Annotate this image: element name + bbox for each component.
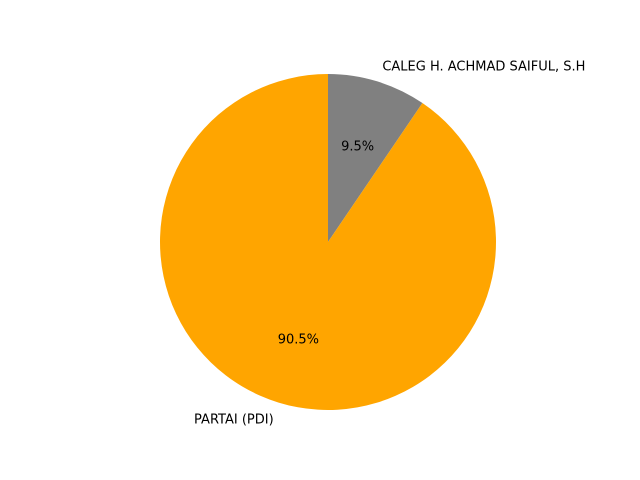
pie-slices: [160, 74, 497, 411]
pct-label-caleg: 9.5%: [341, 140, 374, 155]
pct-label-partai: 90.5%: [278, 332, 319, 347]
pie-slice-partai: [160, 74, 497, 411]
slice-label-partai: PARTAI (PDI): [194, 413, 274, 428]
slice-label-caleg: CALEG H. ACHMAD SAIFUL, S.H: [382, 59, 585, 74]
pie-slice-caleg: [328, 74, 423, 242]
